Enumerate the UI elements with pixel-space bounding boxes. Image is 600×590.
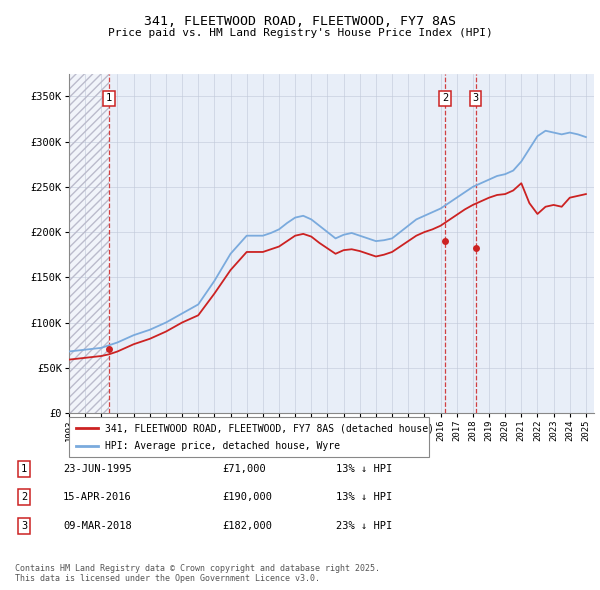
Text: 13% ↓ HPI: 13% ↓ HPI bbox=[336, 493, 392, 502]
Text: 3: 3 bbox=[21, 521, 27, 530]
Text: 23% ↓ HPI: 23% ↓ HPI bbox=[336, 521, 392, 530]
Text: 341, FLEETWOOD ROAD, FLEETWOOD, FY7 8AS: 341, FLEETWOOD ROAD, FLEETWOOD, FY7 8AS bbox=[144, 15, 456, 28]
Text: 2: 2 bbox=[442, 93, 448, 103]
Text: 2: 2 bbox=[21, 493, 27, 502]
Bar bbox=[69, 74, 109, 413]
Text: £71,000: £71,000 bbox=[222, 464, 266, 474]
Bar bbox=[69, 74, 109, 413]
Text: 15-APR-2016: 15-APR-2016 bbox=[63, 493, 132, 502]
Text: 1: 1 bbox=[21, 464, 27, 474]
Text: £182,000: £182,000 bbox=[222, 521, 272, 530]
Text: Price paid vs. HM Land Registry's House Price Index (HPI): Price paid vs. HM Land Registry's House … bbox=[107, 28, 493, 38]
Text: Contains HM Land Registry data © Crown copyright and database right 2025.
This d: Contains HM Land Registry data © Crown c… bbox=[15, 563, 380, 583]
Text: £190,000: £190,000 bbox=[222, 493, 272, 502]
FancyBboxPatch shape bbox=[69, 417, 429, 457]
Text: HPI: Average price, detached house, Wyre: HPI: Average price, detached house, Wyre bbox=[105, 441, 340, 451]
Text: 3: 3 bbox=[473, 93, 479, 103]
Text: 09-MAR-2018: 09-MAR-2018 bbox=[63, 521, 132, 530]
Text: 13% ↓ HPI: 13% ↓ HPI bbox=[336, 464, 392, 474]
Text: 1: 1 bbox=[106, 93, 112, 103]
Text: 23-JUN-1995: 23-JUN-1995 bbox=[63, 464, 132, 474]
Text: 341, FLEETWOOD ROAD, FLEETWOOD, FY7 8AS (detached house): 341, FLEETWOOD ROAD, FLEETWOOD, FY7 8AS … bbox=[105, 424, 434, 434]
